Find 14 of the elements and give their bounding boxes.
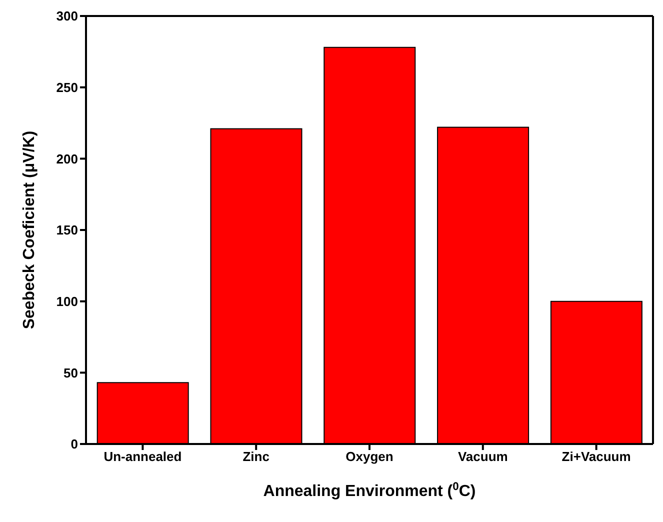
x-tick-label: Un-annealed — [104, 449, 182, 464]
y-tick-label: 100 — [56, 294, 78, 309]
y-axis-title: Seebeck Coeficient (μV/K) — [21, 130, 38, 330]
y-tick-label: 300 — [56, 8, 78, 24]
y-tick-label: 250 — [56, 80, 78, 95]
x-tick-label: Zi+Vacuum — [562, 449, 631, 464]
x-axis-title: Annealing Environment ($^{0}$C) — [263, 481, 476, 500]
y-tick-label: 150 — [56, 222, 78, 238]
x-tick-label: Oxygen — [346, 449, 394, 464]
y-tick-label: 50 — [64, 365, 78, 380]
x-tick-label: Vacuum — [458, 449, 508, 464]
y-tick-label: 200 — [56, 151, 78, 166]
y-tick-label: 0 — [70, 436, 78, 452]
x-tick-label: Zinc — [242, 449, 270, 464]
